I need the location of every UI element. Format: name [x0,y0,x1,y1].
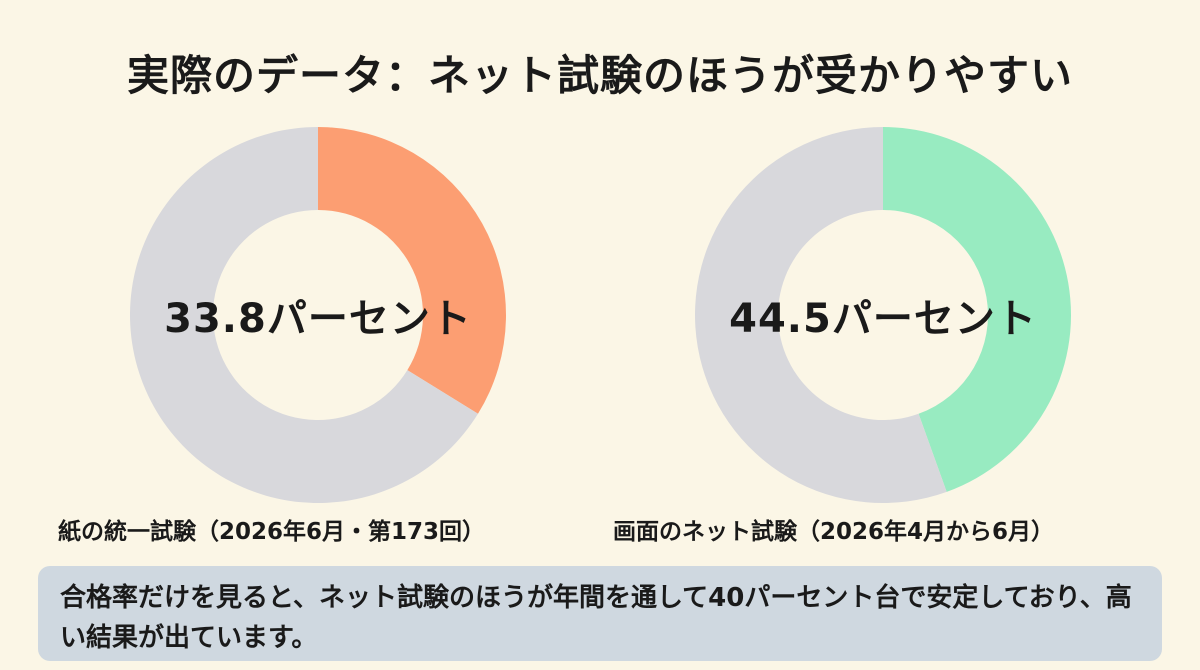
donut-chart-paper-exam: 33.8パーセント [128,125,508,505]
remainder-slice [129,127,478,503]
online-exam-pass-rate: 44.5パーセント [729,296,1037,342]
paper-exam-caption: 紙の統一試験（2026年6月・第173回） [58,519,486,545]
pass-rate-slice [883,127,1071,492]
donut-chart-online-exam: 44.5パーセント [693,125,1073,505]
pass-rate-slice [318,127,506,414]
page-title: 実際のデータ：ネット試験のほうが受かりやすい [126,51,1073,100]
paper-exam-pass-rate: 33.8パーセント [164,296,472,342]
remainder-slice [694,127,947,503]
summary-box: 合格率だけを見ると、ネット試験のほうが年間を通して40パーセント台で安定しており… [38,566,1162,661]
donut-svg-online [694,127,1071,503]
online-exam-caption: 画面のネット試験（2026年4月から6月） [613,519,1055,545]
donut-svg-paper [129,127,506,503]
